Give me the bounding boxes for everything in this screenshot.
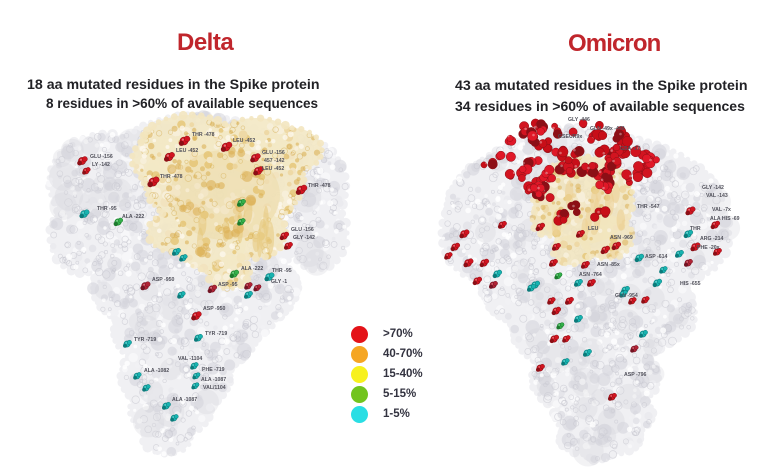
svg-text:VAL -143: VAL -143 [706,193,728,199]
svg-text:ALA -1087: ALA -1087 [172,397,197,403]
svg-text:ASP -950: ASP -950 [152,277,175,283]
svg-text:ALA -1082: ALA -1082 [144,368,169,374]
svg-text:TYR -719: TYR -719 [205,331,227,337]
svg-text:GLU -156: GLU -156 [291,227,314,233]
svg-text:ASP -95: ASP -95 [218,282,238,288]
svg-text:THR -478: THR -478 [192,132,215,138]
svg-text:TYR -719: TYR -719 [134,337,156,343]
svg-text:LEU -452: LEU -452 [262,166,284,172]
svg-text:PHE -719: PHE -719 [202,367,225,373]
svg-text:THR -547: THR -547 [637,204,660,210]
svg-text:ASN -969: ASN -969 [610,235,633,241]
svg-text:LEU -452: LEU -452 [233,138,255,144]
svg-text:ASP -614: ASP -614 [645,254,668,260]
svg-text:VAL -7x: VAL -7x [712,207,731,213]
svg-text:ALA HIS -69: ALA HIS -69 [710,216,740,222]
svg-text:LEU -452: LEU -452 [176,148,198,154]
svg-text:GLN -954: GLN -954 [615,293,638,299]
svg-text:THR -478: THR -478 [160,174,183,180]
svg-text:ASP -950: ASP -950 [203,306,226,312]
svg-text:ASN -85x: ASN -85x [597,262,620,268]
svg-text:HIS -655: HIS -655 [680,281,701,287]
svg-text:GLU -156: GLU -156 [262,150,285,156]
svg-text:GSEUR9x: GSEUR9x [558,134,582,140]
svg-text:GLY -142: GLY -142 [293,235,315,241]
svg-text:GLY -1: GLY -1 [271,279,287,285]
svg-text:ALA -1087: ALA -1087 [201,377,226,383]
svg-text:VAL/1104: VAL/1104 [203,385,226,391]
svg-text:ARG -214: ARG -214 [700,236,723,242]
svg-text:ALA -222: ALA -222 [122,214,144,220]
svg-text:GLY -446: GLY -446 [568,117,590,123]
svg-text:GLU -156: GLU -156 [90,154,113,160]
svg-text:PHE -20x: PHE -20x [697,245,720,251]
svg-text:LEU: LEU [588,226,599,232]
svg-text:THR -95: THR -95 [272,268,292,274]
svg-text:VAL -1104: VAL -1104 [178,356,202,362]
svg-text:LY -142: LY -142 [92,162,110,168]
svg-text:ASN -764: ASN -764 [579,272,602,278]
svg-text:THR -478: THR -478 [308,183,331,189]
svg-text:ALA -222: ALA -222 [241,266,263,272]
svg-text:ASP -796: ASP -796 [624,372,647,378]
svg-text:GLN -49x -440: GLN -49x -440 [590,126,625,132]
svg-text:GLY -142: GLY -142 [702,185,724,191]
svg-text:457 -142: 457 -142 [264,158,285,164]
svg-text:THR: THR [690,226,701,232]
svg-text:GSA -17: GSA -17 [620,146,640,152]
svg-text:THR -95: THR -95 [97,206,117,212]
